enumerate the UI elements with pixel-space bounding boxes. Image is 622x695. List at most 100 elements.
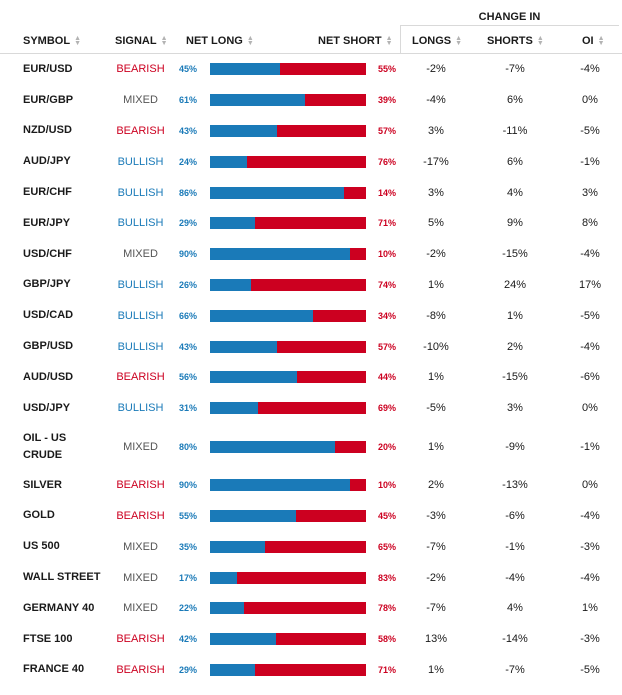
change-shorts-cell: 24% <box>503 278 527 291</box>
net-long-percent: 17% <box>178 572 197 583</box>
change-oi-cell: -5% <box>580 663 600 676</box>
table-row[interactable]: NZD/USD BEARISH 43% 57% 3% -11% -5% <box>0 116 622 147</box>
table-row[interactable]: EUR/JPY BULLISH 29% 71% 5% 9% 8% <box>0 208 622 239</box>
net-short-percent: 20% <box>377 441 396 452</box>
table-row[interactable]: GERMANY 40 MIXED 22% 78% -7% 4% 1% <box>0 593 622 624</box>
change-shorts-cell: 4% <box>507 602 523 615</box>
signal-cell: BEARISH <box>116 509 165 522</box>
shorts-column-header[interactable]: SHORTS ▲ ▼ <box>487 30 544 52</box>
table-row[interactable]: SILVER BEARISH 90% 10% 2% -13% 0% <box>0 470 622 501</box>
net-short-percent: 76% <box>377 156 396 167</box>
table-row[interactable]: GOLD BEARISH 55% 45% -3% -6% -4% <box>0 501 622 532</box>
long-short-ratio-bar <box>210 309 366 322</box>
long-short-ratio-bar <box>210 371 366 384</box>
net-long-percent: 90% <box>178 480 197 491</box>
change-shorts-cell: 6% <box>507 155 523 168</box>
net-short-percent: 71% <box>377 664 396 675</box>
change-oi-cell: 3% <box>582 186 598 199</box>
net-long-bar-segment <box>210 94 306 107</box>
symbol-cell[interactable]: EUR/USD <box>23 62 73 75</box>
table-row[interactable]: USD/CAD BULLISH 66% 34% -8% 1% -5% <box>0 300 622 331</box>
symbol-cell[interactable]: NZD/USD <box>23 124 72 137</box>
symbol-cell[interactable]: GERMANY 40 <box>23 601 95 614</box>
table-row[interactable]: USD/JPY BULLISH 31% 69% -5% 3% 0% <box>0 393 622 424</box>
net-short-percent: 10% <box>377 249 396 260</box>
change-shorts-cell: -7% <box>505 63 525 76</box>
signal-cell: MIXED <box>123 571 158 584</box>
change-oi-cell: 1% <box>582 602 598 615</box>
net-long-percent: 43% <box>178 341 197 352</box>
longs-column-header[interactable]: LONGS ▲ ▼ <box>412 30 462 52</box>
net-long-percent: 35% <box>178 541 197 552</box>
symbol-cell[interactable]: GOLD <box>23 509 55 522</box>
oi-column-header[interactable]: OI ▲ ▼ <box>582 30 605 52</box>
net-short-percent: 39% <box>377 95 396 106</box>
net-long-bar-segment <box>210 124 278 137</box>
change-oi-cell: 0% <box>582 479 598 492</box>
net-long-percent: 66% <box>178 310 197 321</box>
symbol-cell[interactable]: SILVER <box>23 478 62 491</box>
net-long-bar-segment <box>210 217 256 230</box>
table-row[interactable]: FTSE 100 BEARISH 42% 58% 13% -14% -3% <box>0 624 622 655</box>
net-short-percent: 57% <box>377 341 396 352</box>
symbol-cell[interactable]: USD/CAD <box>23 309 74 322</box>
change-oi-cell: -4% <box>580 340 600 353</box>
table-row[interactable]: EUR/USD BEARISH 45% 55% -2% -7% -4% <box>0 54 622 85</box>
change-in-group-header: CHANGE IN <box>400 9 619 26</box>
symbol-cell[interactable]: USD/CHF <box>23 247 72 260</box>
table-row[interactable]: US 500 MIXED 35% 65% -7% -1% -3% <box>0 531 622 562</box>
long-short-ratio-bar <box>210 340 366 353</box>
table-row[interactable]: FRANCE 40 BEARISH 29% 71% 1% -7% -5% <box>0 655 622 686</box>
symbol-cell[interactable]: GBP/JPY <box>23 278 71 291</box>
net-short-bar-segment <box>250 278 366 291</box>
symbol-cell[interactable]: US 500 <box>23 540 60 553</box>
signal-column-header[interactable]: SIGNAL ▲ ▼ <box>115 30 168 52</box>
net-long-bar-segment <box>210 340 278 353</box>
table-row[interactable]: GBP/USD BULLISH 43% 57% -10% 2% -4% <box>0 331 622 362</box>
table-row[interactable]: OIL - US CRUDE MIXED 80% 20% 1% -9% -1% <box>0 424 622 470</box>
symbol-cell[interactable]: FTSE 100 <box>23 632 73 645</box>
table-row[interactable]: EUR/GBP MIXED 61% 39% -4% 6% 0% <box>0 85 622 116</box>
net-long-bar-segment <box>210 633 276 646</box>
change-longs-cell: -2% <box>426 571 446 584</box>
change-oi-cell: 8% <box>582 217 598 230</box>
table-row[interactable]: USD/CHF MIXED 90% 10% -2% -15% -4% <box>0 239 622 270</box>
net-short-bar-segment <box>275 633 366 646</box>
table-row[interactable]: WALL STREET MIXED 17% 83% -2% -4% -4% <box>0 562 622 593</box>
table-row[interactable]: AUD/USD BEARISH 56% 44% 1% -15% -6% <box>0 362 622 393</box>
net-short-percent: 34% <box>377 310 396 321</box>
change-longs-cell: -7% <box>426 540 446 553</box>
table-row[interactable]: EUR/CHF BULLISH 86% 14% 3% 4% 3% <box>0 177 622 208</box>
table-row[interactable]: GBP/JPY BULLISH 26% 74% 1% 24% 17% <box>0 270 622 301</box>
symbol-cell[interactable]: EUR/GBP <box>23 93 74 106</box>
symbol-cell[interactable]: FRANCE 40 <box>23 663 85 676</box>
net-long-percent: 86% <box>178 187 197 198</box>
net-short-bar-segment <box>350 479 366 492</box>
change-shorts-cell: -7% <box>505 663 525 676</box>
net-short-column-header[interactable]: NET SHORT ▲ ▼ <box>318 30 393 52</box>
symbol-cell[interactable]: AUD/JPY <box>23 155 71 168</box>
symbol-cell[interactable]: EUR/JPY <box>23 216 71 229</box>
change-longs-cell: 3% <box>428 186 444 199</box>
change-longs-cell: 2% <box>428 479 444 492</box>
symbol-cell[interactable]: AUD/USD <box>23 370 74 383</box>
signal-cell: MIXED <box>123 602 158 615</box>
sort-icon: ▲ ▼ <box>246 35 254 47</box>
symbol-cell[interactable]: USD/JPY <box>23 401 71 414</box>
net-short-percent: 10% <box>377 480 396 491</box>
change-oi-cell: -4% <box>580 509 600 522</box>
signal-cell: BEARISH <box>116 124 165 137</box>
table-body: EUR/USD BEARISH 45% 55% -2% -7% -4% EUR/GBP MIXE… <box>0 54 622 685</box>
sort-icon: ▲ ▼ <box>74 35 81 47</box>
net-long-header-label: NET LONG <box>186 35 243 47</box>
change-shorts-cell: -9% <box>505 440 525 453</box>
symbol-cell[interactable]: EUR/CHF <box>23 186 72 199</box>
net-short-bar-segment <box>297 371 366 384</box>
symbol-column-header[interactable]: SYMBOL ▲ ▼ <box>23 30 81 52</box>
change-oi-cell: 0% <box>582 94 598 107</box>
net-long-column-header[interactable]: NET LONG ▲ ▼ <box>186 30 254 52</box>
symbol-cell[interactable]: WALL STREET <box>23 571 101 584</box>
table-row[interactable]: AUD/JPY BULLISH 24% 76% -17% 6% -1% <box>0 146 622 177</box>
symbol-cell[interactable]: GBP/USD <box>23 340 74 353</box>
symbol-cell[interactable]: OIL - US CRUDE <box>23 431 67 461</box>
